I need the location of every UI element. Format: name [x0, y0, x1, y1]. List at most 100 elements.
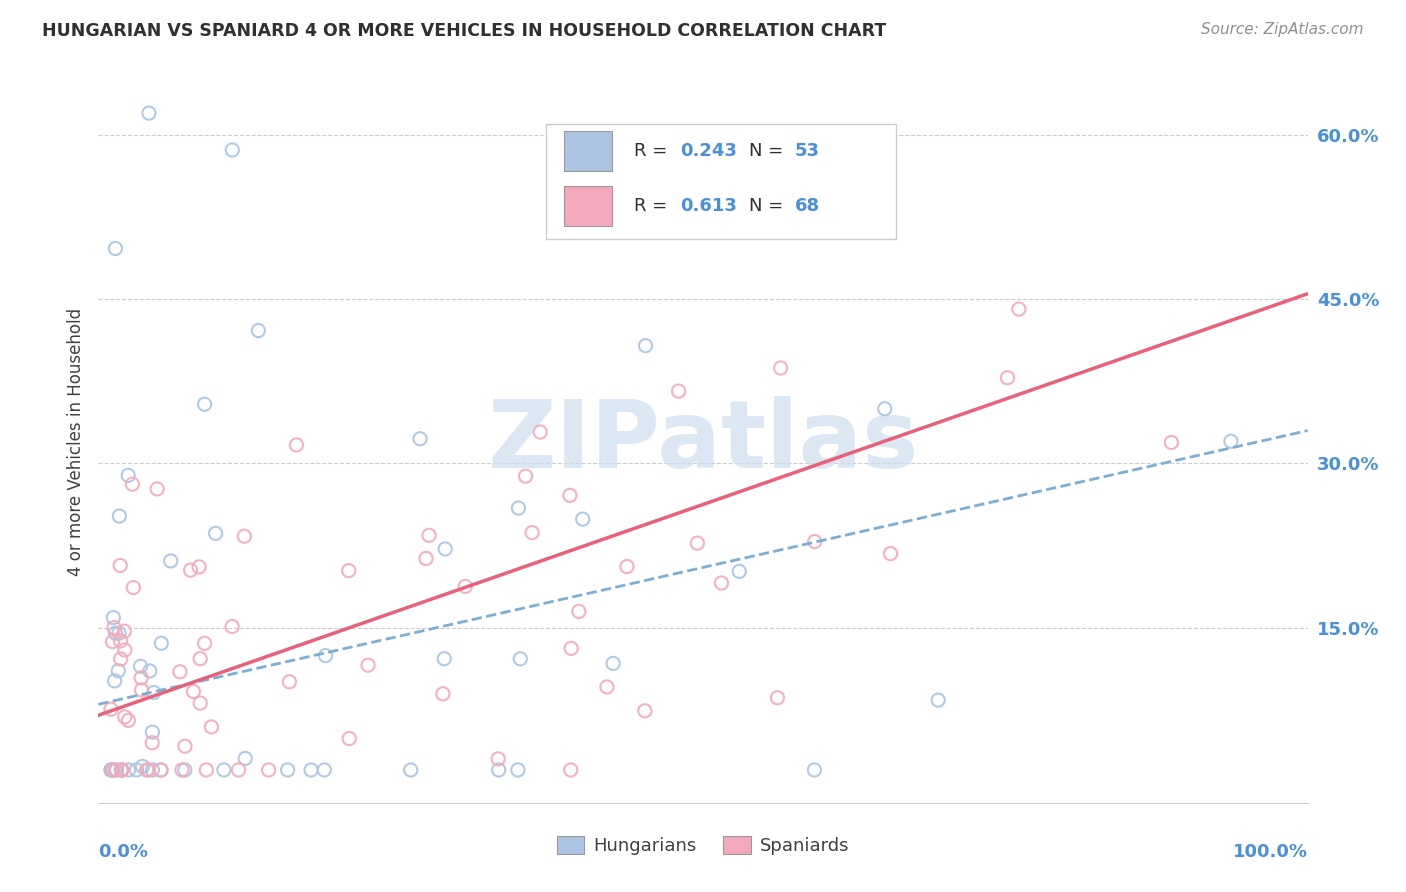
Point [212, 763, 235, 777]
Point [415, 551, 437, 566]
Point [110, 763, 132, 777]
Point [828, 174, 851, 188]
Point [131, 683, 153, 698]
Point [188, 560, 211, 574]
Point [803, 534, 825, 549]
Point [686, 536, 709, 550]
Text: R =: R = [634, 142, 673, 160]
Point [315, 648, 337, 663]
Text: ZIPatlas: ZIPatlas [488, 395, 918, 488]
Text: HUNGARIAN VS SPANIARD 4 OR MORE VEHICLES IN HOUSEHOLD CORRELATION CHART: HUNGARIAN VS SPANIARD 4 OR MORE VEHICLES… [42, 22, 886, 40]
Point [180, 563, 202, 577]
Point [117, 714, 139, 728]
Point [100, 763, 122, 777]
Point [766, 690, 789, 705]
Point [141, 736, 163, 750]
Point [110, 763, 132, 777]
Point [418, 528, 440, 542]
Point [138, 763, 160, 777]
Point [728, 565, 751, 579]
Point [515, 469, 537, 483]
Point [221, 143, 243, 157]
Point [285, 438, 308, 452]
Point [571, 512, 593, 526]
Point [221, 619, 243, 633]
Point [105, 763, 128, 777]
Point [228, 763, 250, 777]
Text: 0.613: 0.613 [681, 197, 737, 215]
Point [506, 763, 529, 777]
Point [141, 725, 163, 739]
Point [337, 564, 360, 578]
Point [100, 702, 122, 716]
Point [200, 720, 222, 734]
Point [110, 652, 132, 666]
Point [101, 634, 124, 648]
Point [141, 763, 163, 777]
Text: 0.243: 0.243 [681, 142, 737, 160]
Point [121, 477, 143, 491]
Point [194, 636, 217, 650]
Point [170, 763, 193, 777]
Point [112, 624, 135, 639]
FancyBboxPatch shape [546, 124, 897, 239]
Point [101, 763, 124, 777]
Point [101, 763, 124, 777]
Point [183, 684, 205, 698]
Point [558, 488, 581, 502]
Point [142, 685, 165, 699]
Point [634, 704, 657, 718]
Point [149, 763, 172, 777]
Point [103, 610, 125, 624]
Point [668, 384, 690, 398]
Point [117, 468, 139, 483]
Point [997, 370, 1019, 384]
Point [409, 432, 432, 446]
Point [560, 763, 582, 777]
Point [101, 763, 124, 777]
Point [139, 664, 162, 678]
Point [149, 763, 172, 777]
FancyBboxPatch shape [564, 186, 613, 227]
Point [104, 626, 127, 640]
Point [1160, 435, 1182, 450]
Point [129, 671, 152, 685]
Point [108, 509, 131, 524]
Point [337, 731, 360, 746]
Text: 100.0%: 100.0% [1233, 843, 1308, 861]
Point [233, 529, 256, 543]
Point [560, 641, 582, 656]
Point [125, 763, 148, 777]
Point [486, 752, 509, 766]
Point [879, 547, 901, 561]
Point [122, 581, 145, 595]
Point [873, 401, 896, 416]
Point [488, 763, 510, 777]
Point [568, 604, 591, 618]
Point [110, 558, 132, 573]
Text: 53: 53 [794, 142, 820, 160]
Point [357, 658, 380, 673]
Point [188, 651, 211, 665]
Y-axis label: 4 or more Vehicles in Household: 4 or more Vehicles in Household [66, 308, 84, 575]
Point [108, 626, 131, 640]
Point [146, 482, 169, 496]
Point [299, 763, 322, 777]
Text: Source: ZipAtlas.com: Source: ZipAtlas.com [1201, 22, 1364, 37]
Text: 68: 68 [794, 197, 820, 215]
Point [434, 541, 457, 556]
Point [769, 361, 792, 376]
Point [195, 763, 218, 777]
Point [159, 554, 181, 568]
Point [169, 665, 191, 679]
FancyBboxPatch shape [564, 131, 613, 170]
Point [596, 680, 619, 694]
Legend: Hungarians, Spaniards: Hungarians, Spaniards [550, 830, 856, 863]
Point [174, 739, 197, 754]
Point [193, 397, 215, 411]
Point [114, 710, 136, 724]
Point [454, 579, 477, 593]
Point [277, 763, 299, 777]
Point [927, 693, 949, 707]
Point [432, 687, 454, 701]
